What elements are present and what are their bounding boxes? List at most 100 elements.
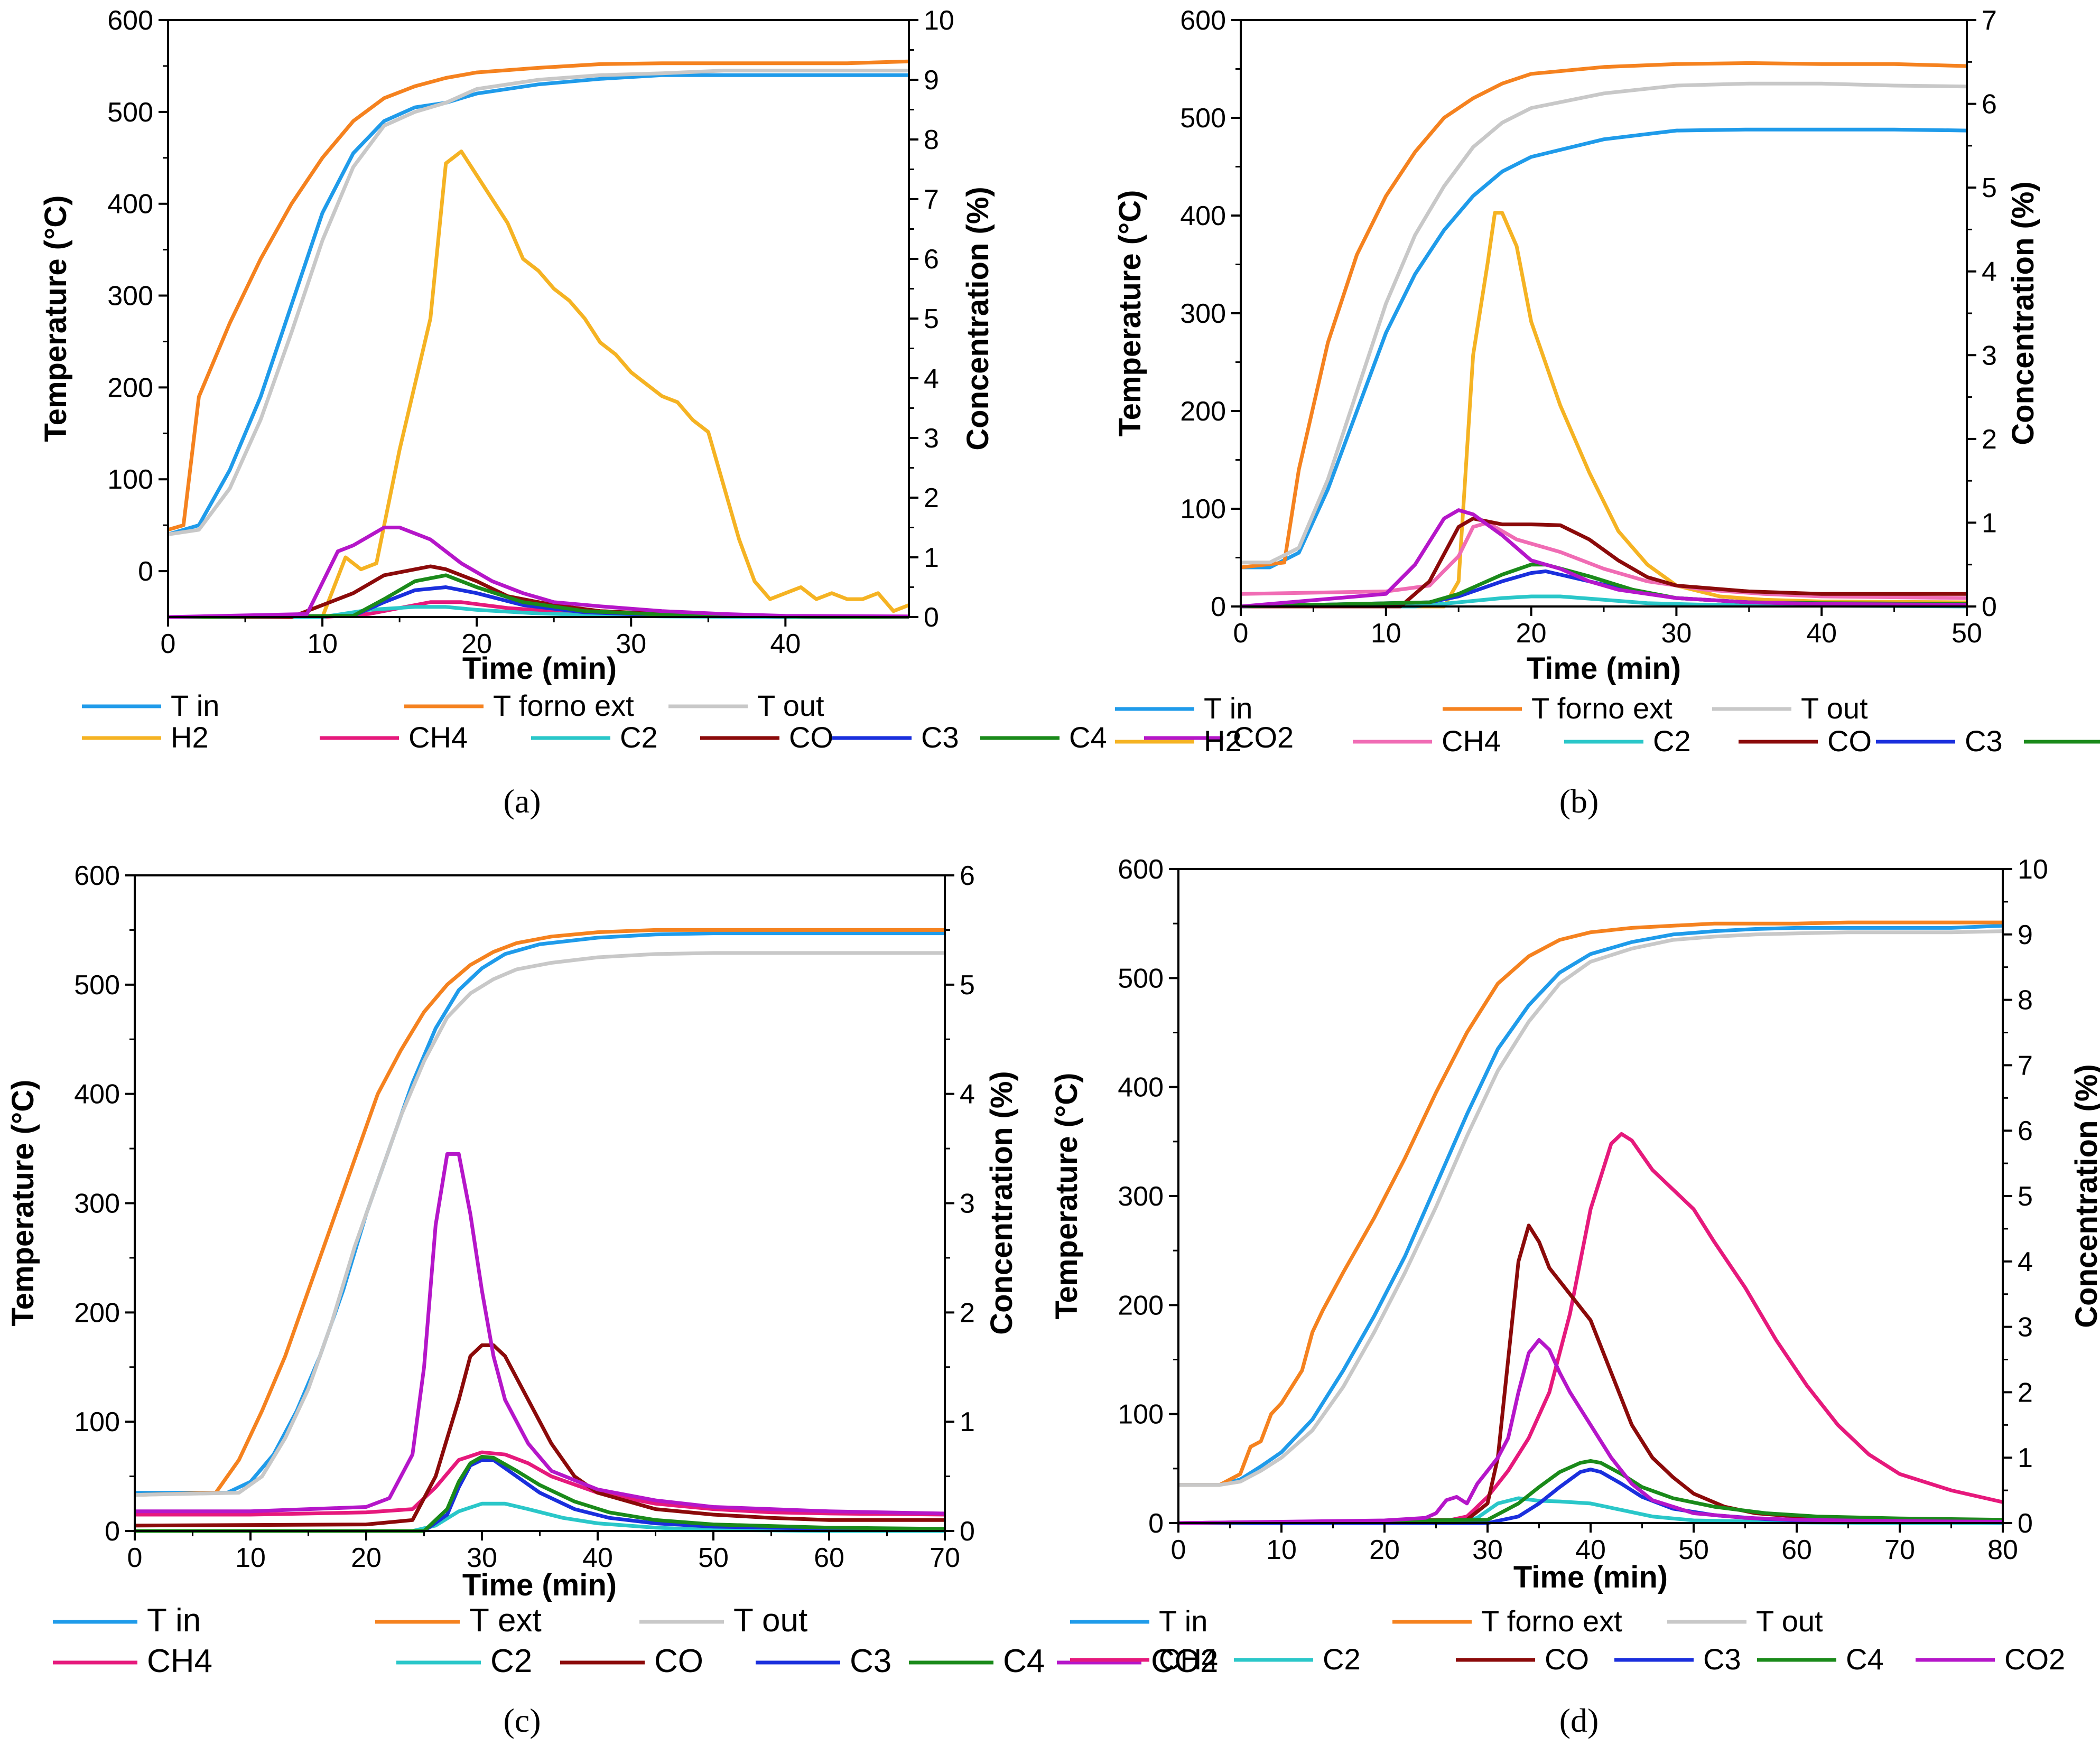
series-line-t-out	[168, 69, 909, 536]
y-tick-label: 300	[1180, 298, 1226, 329]
y-tick-label: 0	[1148, 1508, 1164, 1539]
series-line-co	[1178, 1224, 2003, 1525]
y2-tick-label: 2	[924, 483, 939, 513]
legend-label-t-in: T in	[147, 1602, 201, 1639]
y-tick-label: 600	[1180, 5, 1226, 36]
y-axis-title: Temperature (°C)	[1113, 190, 1147, 437]
legend-label-ch4: CH4	[147, 1643, 212, 1679]
y2-tick-label: 3	[960, 1189, 975, 1219]
y-tick-label: 100	[74, 1407, 120, 1437]
series-line-co	[135, 1343, 945, 1528]
series-line-t-forno-ext	[1178, 920, 2003, 1487]
series-line-t-out	[1178, 929, 2003, 1487]
y-tick-label: 400	[74, 1079, 120, 1110]
plot-frame	[167, 19, 910, 618]
panel-caption: (c)	[503, 1702, 541, 1739]
legend-label-c3: C3	[850, 1643, 891, 1679]
y-tick-label: 600	[1118, 854, 1164, 885]
legend: T in T forno ext T out H2 CH4 C2 CO C3 C4 CO2	[82, 689, 1294, 754]
y-tick-label: 200	[74, 1297, 120, 1328]
legend-label-t-in: T in	[1204, 692, 1252, 725]
panel-caption: (a)	[503, 782, 541, 820]
x-tick-label: 0	[161, 629, 176, 659]
y2-tick-label: 0	[1982, 592, 1997, 622]
x-tick-label: 40	[1806, 618, 1837, 649]
series-line-t-out	[1241, 81, 1967, 565]
x-tick-label: 0	[1171, 1535, 1186, 1565]
y2-tick-label: 6	[1982, 89, 1997, 120]
y2-tick-label: 4	[960, 1079, 975, 1110]
y2-tick-label: 4	[1982, 257, 1997, 287]
legend-label-ch4: CH4	[1159, 1642, 1218, 1676]
legend-label-c4: C4	[1846, 1642, 1884, 1676]
y-tick-label: 500	[1118, 963, 1164, 994]
chart-panel-c: 0 10 20 30 40 50 60 700100200300400500600012345…	[6, 861, 1218, 1739]
y-tick-label: 0	[138, 556, 153, 587]
series-group	[168, 59, 909, 619]
x-tick-label: 10	[235, 1543, 266, 1573]
y-tick-label: 300	[74, 1189, 120, 1219]
legend-label-c2: C2	[1653, 724, 1691, 758]
y2-tick-label: 5	[2018, 1181, 2033, 1212]
legend-label-h2: H2	[1204, 724, 1242, 758]
y-tick-label: 400	[107, 189, 153, 220]
legend-label-t-out: T out	[733, 1602, 807, 1639]
y2-tick-label: 3	[1982, 340, 1997, 371]
y2-tick-label: 8	[924, 125, 939, 155]
series-group	[135, 928, 945, 1533]
x-tick-label: 50	[698, 1543, 729, 1573]
y2-tick-label: 9	[2018, 920, 2033, 950]
y-tick-label: 200	[1118, 1290, 1164, 1321]
y-tick-label: 500	[1180, 103, 1226, 134]
series-line-c2	[1241, 594, 1967, 609]
series-line-t-in	[168, 73, 909, 536]
legend-label-c2: C2	[620, 721, 658, 754]
x-tick-label: 40	[770, 629, 801, 659]
y2-tick-label: 0	[2018, 1508, 2033, 1539]
y2-axis-title: Concentration (%)	[961, 186, 995, 450]
y2-tick-label: 4	[924, 363, 939, 394]
y-tick-label: 200	[1180, 396, 1226, 427]
panel-caption: (d)	[1559, 1702, 1599, 1739]
legend-label-c2: C2	[1323, 1642, 1361, 1676]
y2-tick-label: 3	[2018, 1312, 2033, 1343]
y-tick-label: 200	[107, 372, 153, 403]
y2-tick-label: 3	[924, 423, 939, 454]
y-tick-label: 300	[1118, 1181, 1164, 1212]
y-tick-label: 400	[1180, 201, 1226, 231]
x-axis-title: Time (min)	[1527, 651, 1681, 686]
y2-tick-label: 6	[2018, 1116, 2033, 1146]
y-axis-title: Temperature (°C)	[39, 195, 73, 442]
y2-tick-label: 7	[1982, 5, 1997, 36]
y-tick-label: 400	[1118, 1072, 1164, 1103]
x-tick-label: 10	[1266, 1535, 1297, 1565]
x-tick-label: 40	[582, 1543, 613, 1573]
y2-axis-title: Concentration (%)	[2069, 1064, 2100, 1328]
y-tick-label: 100	[107, 464, 153, 495]
legend-label-t-in: T in	[171, 689, 219, 722]
x-tick-label: 40	[1575, 1535, 1606, 1565]
legend: T in T ext T out CH4 C2 CO C3 C4 CO2	[53, 1602, 1218, 1679]
x-tick-label: 50	[1678, 1535, 1709, 1565]
x-tick-label: 70	[1884, 1535, 1915, 1565]
series-line-c2	[135, 1501, 945, 1533]
y2-tick-label: 1	[960, 1407, 975, 1437]
legend-label-c3: C3	[1965, 724, 2003, 758]
x-axis-title: Time (min)	[1513, 1560, 1668, 1594]
legend-label-t-forno-ext: T forno ext	[1481, 1604, 1622, 1638]
series-group	[1178, 920, 2003, 1525]
y2-tick-label: 2	[960, 1297, 975, 1328]
series-line-c3	[135, 1458, 945, 1533]
chart-panel-a: 0 10 20 30 400100200300400500600012345678910…	[39, 5, 1294, 820]
legend-label-t-ext: T ext	[469, 1602, 542, 1639]
y2-tick-label: 2	[2018, 1377, 2033, 1408]
x-tick-label: 60	[1781, 1535, 1812, 1565]
series-line-ch4	[1178, 1132, 2003, 1525]
y-tick-label: 0	[1211, 592, 1226, 622]
series-line-co2	[1241, 508, 1967, 609]
legend-label-co: CO	[1545, 1642, 1589, 1676]
series-group	[1241, 61, 1967, 609]
y2-tick-label: 10	[924, 5, 954, 36]
legend-label-co2: CO2	[1233, 721, 1294, 754]
y2-axis-title: Concentration (%)	[984, 1071, 1019, 1334]
